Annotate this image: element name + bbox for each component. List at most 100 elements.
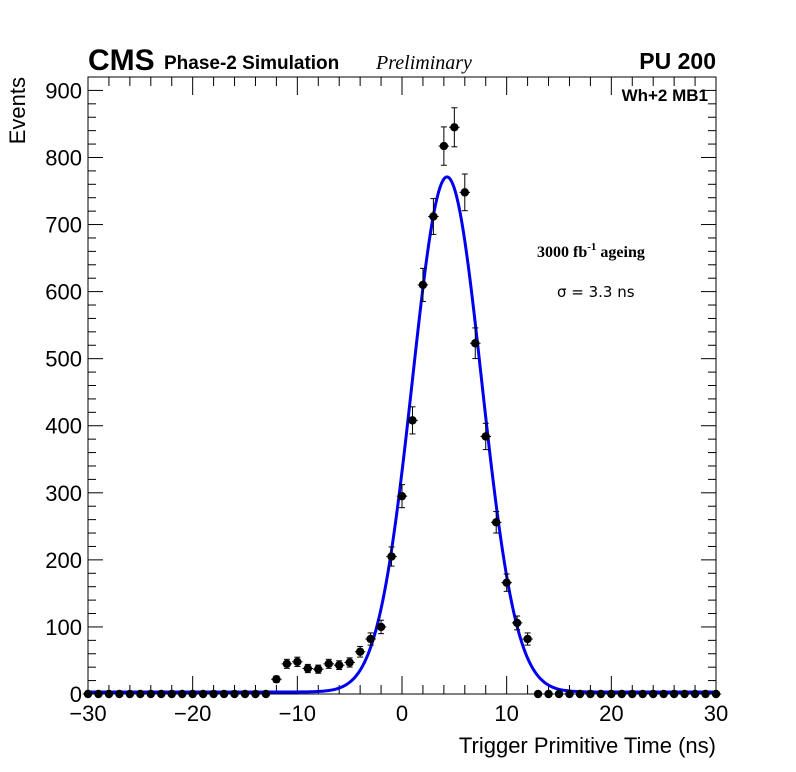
- data-point: [344, 657, 355, 668]
- data-point: [438, 126, 450, 166]
- plot-frame: [87, 76, 717, 695]
- data-point: [375, 619, 387, 635]
- data-point: [522, 632, 533, 646]
- data-marker: [115, 689, 124, 699]
- data-marker: [209, 689, 218, 699]
- data-point: [647, 689, 659, 699]
- data-point: [637, 689, 648, 699]
- data-marker: [324, 659, 333, 669]
- data-point: [449, 107, 460, 148]
- data-point: [260, 689, 272, 699]
- data-point: [197, 689, 209, 699]
- data-marker: [83, 689, 93, 699]
- y-tick-label: 300: [45, 481, 82, 506]
- data-point: [187, 689, 198, 699]
- data-point: [679, 689, 690, 699]
- x-tick-label: 20: [599, 701, 623, 726]
- data-marker: [355, 647, 365, 656]
- data-point: [564, 689, 575, 699]
- data-point: [627, 689, 638, 699]
- data-points: [82, 107, 722, 699]
- data-marker: [659, 689, 668, 699]
- data-point: [710, 689, 722, 699]
- data-marker: [397, 491, 407, 501]
- data-marker: [251, 689, 260, 699]
- data-point: [700, 689, 711, 699]
- data-point: [166, 689, 177, 699]
- data-point: [658, 689, 669, 699]
- data-marker: [387, 552, 396, 561]
- data-point: [114, 689, 125, 699]
- data-marker: [136, 689, 145, 699]
- data-point: [292, 656, 303, 667]
- data-marker: [575, 689, 585, 699]
- y-tick-label: 500: [45, 347, 82, 372]
- data-point: [208, 689, 219, 699]
- x-tick-label: 0: [396, 701, 408, 726]
- lumi-suffix: ageing: [596, 244, 644, 261]
- data-marker: [481, 432, 490, 441]
- x-axis-title: Trigger Primitive Time (ns): [459, 733, 716, 758]
- data-marker: [219, 689, 229, 699]
- x-tick-label: 10: [494, 701, 518, 726]
- data-point: [606, 689, 617, 699]
- data-point: [333, 660, 345, 671]
- data-marker: [146, 689, 155, 699]
- data-point: [668, 689, 680, 699]
- data-point: [281, 658, 293, 669]
- data-marker: [554, 689, 564, 699]
- data-marker: [512, 618, 522, 628]
- data-marker: [523, 634, 532, 644]
- data-point: [585, 689, 596, 699]
- data-point: [553, 689, 565, 699]
- data-marker: [533, 689, 543, 699]
- data-marker: [94, 689, 103, 699]
- data-marker: [544, 689, 553, 699]
- data-marker: [418, 280, 428, 290]
- data-point: [428, 198, 439, 235]
- data-point: [365, 632, 376, 646]
- data-marker: [711, 689, 721, 699]
- phase-label: Phase-2 Simulation: [164, 53, 339, 74]
- data-point: [271, 675, 282, 684]
- data-point: [239, 689, 251, 699]
- data-marker: [701, 689, 710, 699]
- x-tick-label: 30: [704, 701, 728, 726]
- data-point: [616, 689, 628, 699]
- data-marker: [345, 658, 354, 667]
- lumi-exponent: -1: [587, 241, 596, 253]
- data-point: [145, 689, 157, 699]
- data-marker: [690, 689, 700, 699]
- data-point: [302, 663, 314, 674]
- data-marker: [167, 689, 176, 699]
- data-point: [396, 484, 408, 509]
- pileup-label: PU 200: [639, 48, 716, 74]
- data-marker: [178, 689, 187, 699]
- data-marker: [669, 689, 679, 699]
- data-marker: [628, 689, 637, 699]
- data-marker: [617, 689, 626, 699]
- data-marker: [272, 675, 281, 684]
- data-point: [595, 689, 607, 699]
- data-point: [156, 689, 167, 699]
- data-point: [323, 658, 334, 669]
- data-marker: [240, 689, 250, 699]
- data-point: [470, 327, 481, 360]
- data-point: [490, 511, 502, 534]
- data-marker: [492, 518, 501, 527]
- data-point: [386, 546, 397, 567]
- data-marker: [680, 689, 689, 699]
- data-marker: [303, 664, 312, 673]
- y-tick-label: 900: [45, 78, 82, 103]
- data-marker: [439, 141, 449, 151]
- data-marker: [230, 689, 239, 699]
- data-point: [417, 267, 429, 302]
- data-point: [313, 664, 324, 674]
- data-marker: [450, 123, 459, 132]
- data-point: [124, 689, 136, 699]
- data-marker: [125, 689, 135, 699]
- data-marker: [460, 188, 469, 197]
- x-tick-label: −30: [69, 701, 106, 726]
- data-point: [407, 406, 418, 435]
